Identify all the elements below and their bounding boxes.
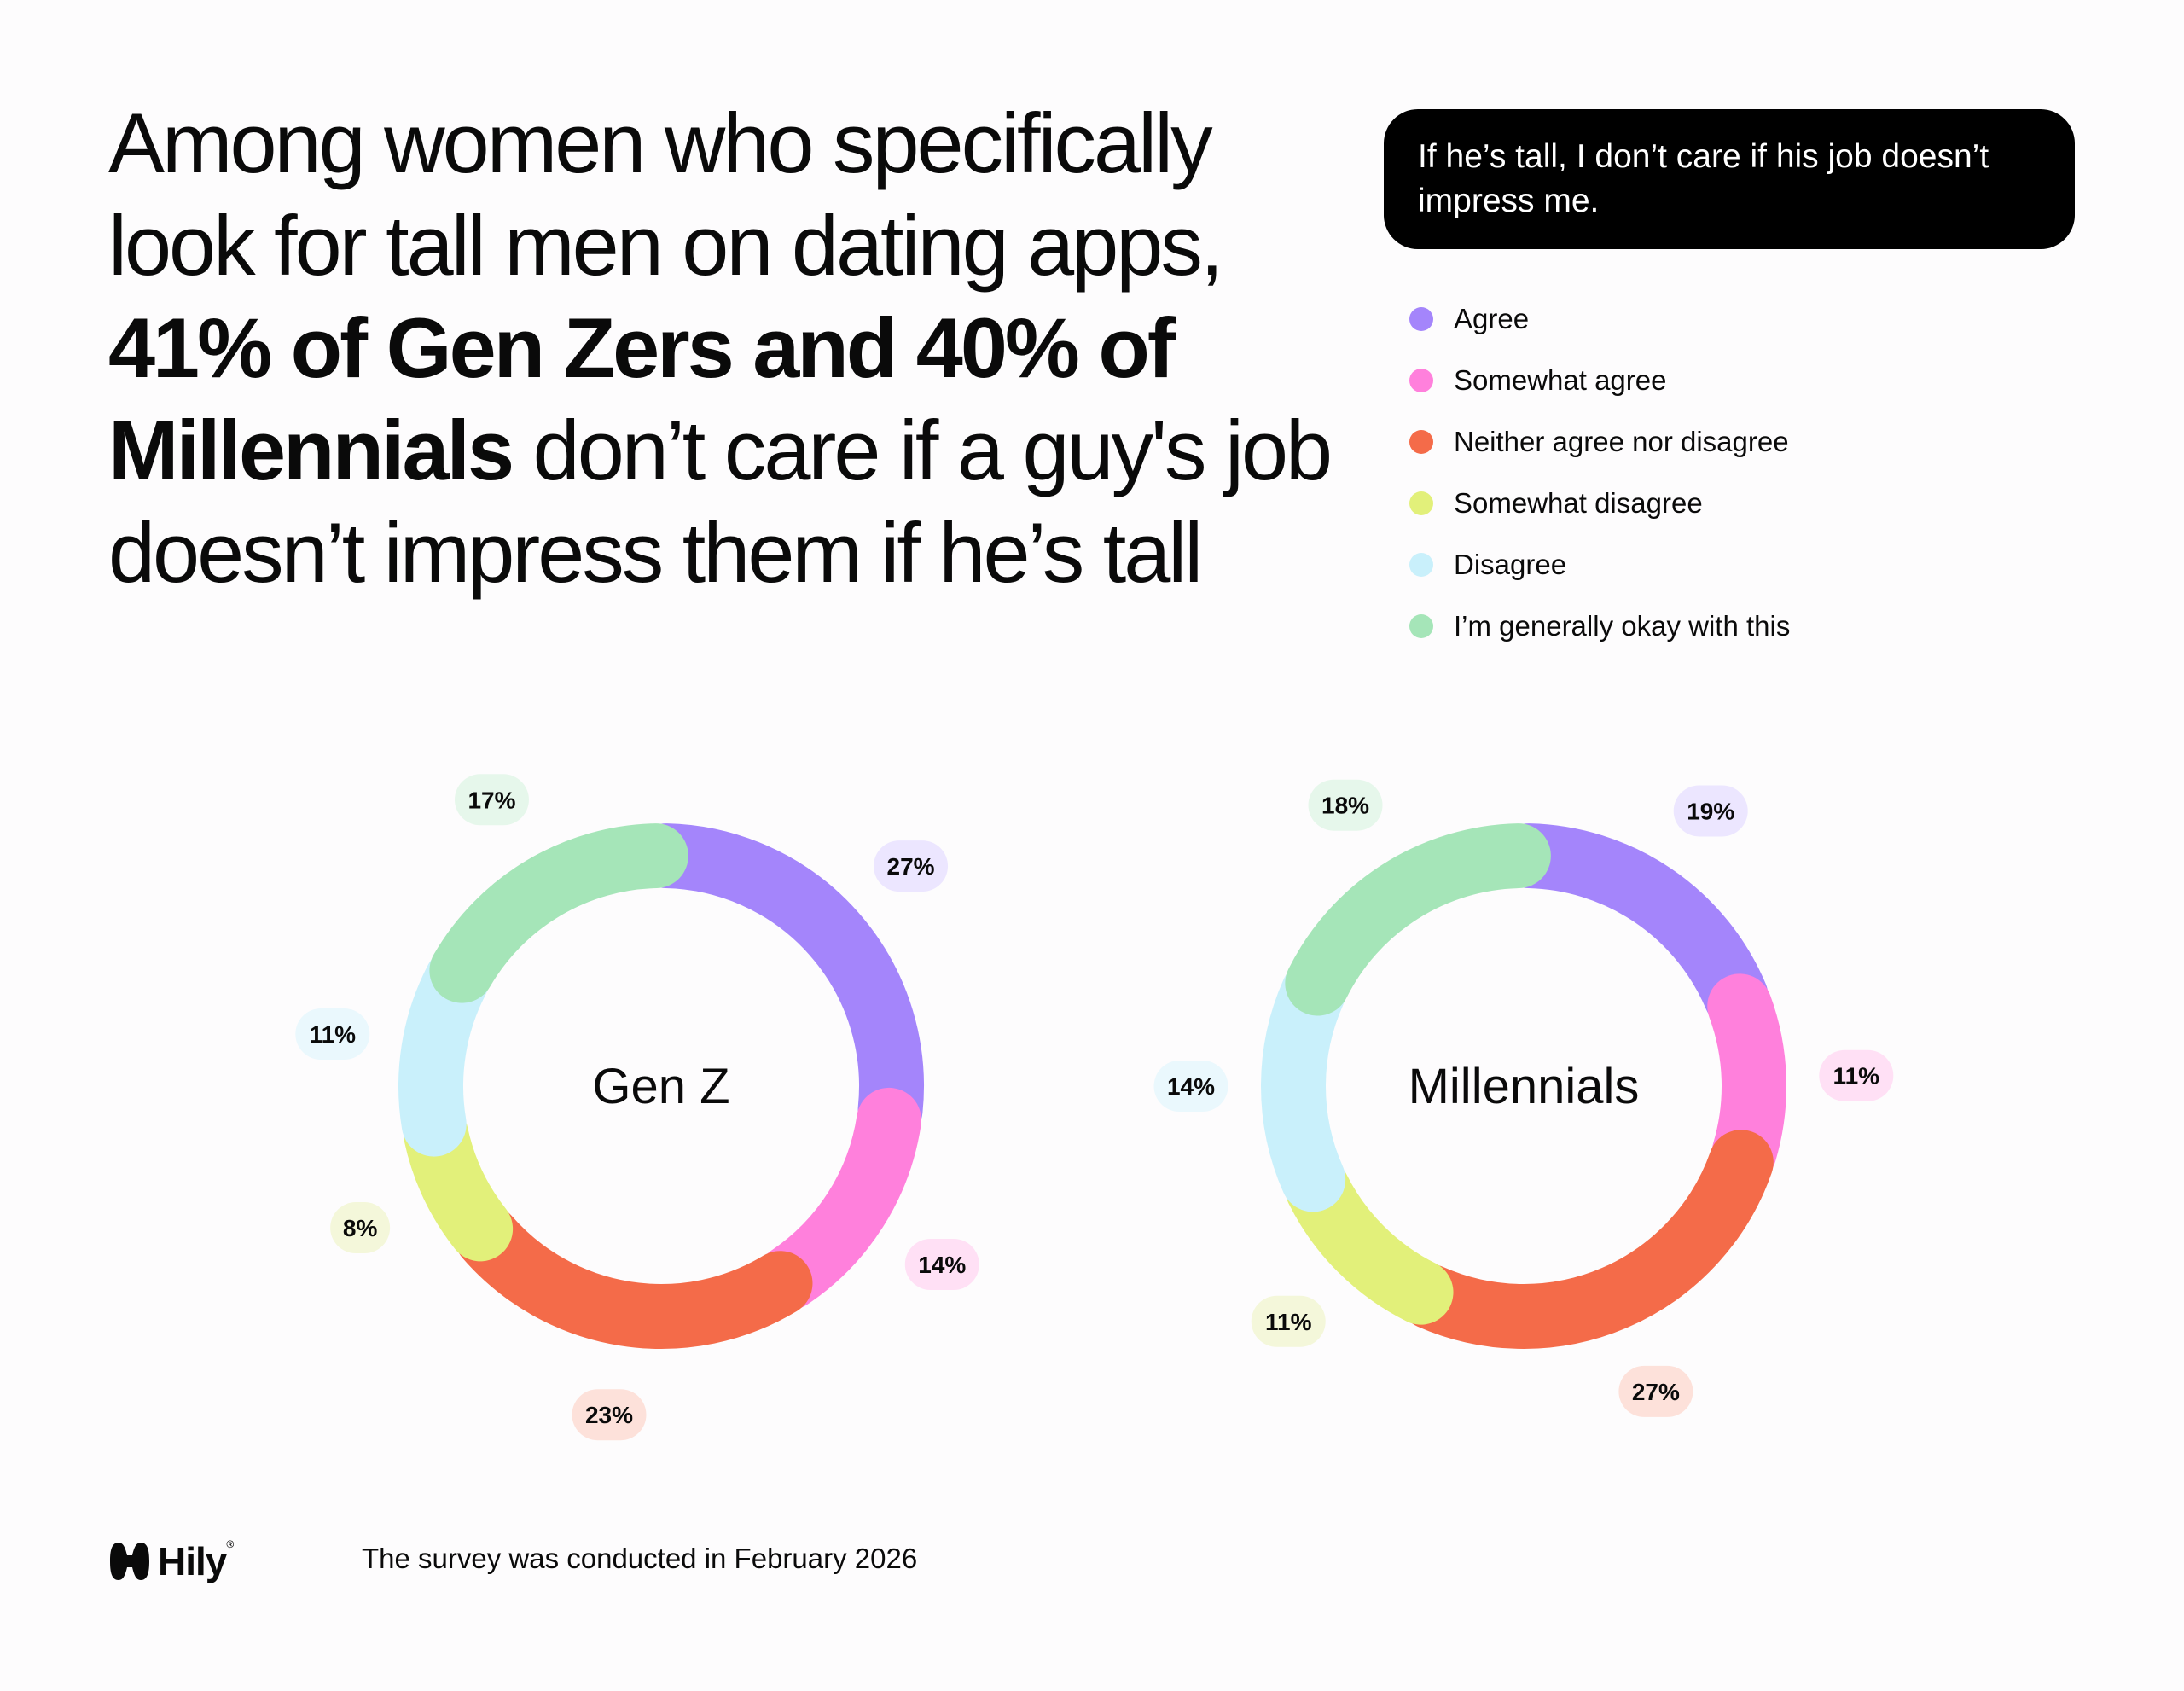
- donut-chart-0: 27% 14% 23% 8% 11% 17% Gen Z: [295, 774, 979, 1441]
- data-label: 11%: [310, 1021, 357, 1048]
- hily-logo: Hily®: [108, 1538, 234, 1584]
- legend-dot: [1409, 491, 1433, 515]
- data-label-pill: [1618, 1365, 1693, 1417]
- chart-title: Millennials: [1409, 1059, 1640, 1114]
- headline-bold: 41% of Gen Zers and 40% of Millennials: [108, 300, 1176, 497]
- data-label: 19%: [1687, 798, 1734, 824]
- donut-segment: [1261, 960, 1346, 1212]
- donut-segment: [756, 1087, 922, 1310]
- data-label-pill: [1153, 1061, 1228, 1112]
- data-label-pill: [1819, 1049, 1894, 1101]
- data-label-pill: [572, 1389, 647, 1441]
- data-label: 17%: [468, 787, 515, 813]
- legend-item-okay: I’m generally okay with this: [1409, 596, 1790, 657]
- legend-label: Neither agree nor disagree: [1454, 426, 1789, 457]
- data-label-pill: [454, 774, 529, 826]
- data-label: 23%: [585, 1402, 633, 1428]
- legend-dot: [1409, 614, 1433, 638]
- donut-segment: [1496, 823, 1769, 1029]
- data-label: 14%: [918, 1252, 966, 1278]
- legend-item-agree: Agree: [1409, 288, 1790, 350]
- data-label-pill: [1308, 779, 1383, 831]
- hily-logo-text: Hily®: [158, 1538, 234, 1583]
- donut-segment: [454, 1204, 813, 1349]
- donut-segment: [429, 823, 688, 1003]
- legend-label: Agree: [1454, 303, 1530, 334]
- data-label: 8%: [343, 1215, 378, 1241]
- headline-part-1: Among women who specifically look for ta…: [108, 96, 1223, 293]
- donut-segment: [634, 823, 924, 1142]
- legend-label: Disagree: [1454, 549, 1567, 580]
- data-label: 11%: [1265, 1309, 1312, 1335]
- data-label-pill: [1251, 1295, 1326, 1347]
- legend-item-disagree: Disagree: [1409, 534, 1790, 596]
- data-label: 14%: [1167, 1073, 1215, 1100]
- legend-dot: [1409, 369, 1433, 392]
- data-label-pill: [1673, 785, 1748, 837]
- legend-dot: [1409, 307, 1433, 331]
- data-label-pill: [330, 1202, 391, 1254]
- data-label: 11%: [1833, 1063, 1880, 1090]
- legend: Agree Somewhat agree Neither agree nor d…: [1409, 288, 1790, 657]
- legend-item-somewhat-disagree: Somewhat disagree: [1409, 473, 1790, 534]
- question-text: If he’s tall, I don’t care if his job do…: [1418, 138, 1989, 219]
- donut-segment: [1285, 823, 1551, 1016]
- question-box: If he’s tall, I don’t care if his job do…: [1384, 109, 2075, 249]
- data-label: 18%: [1321, 793, 1369, 819]
- headline: Among women who specifically look for ta…: [108, 92, 1345, 604]
- data-label-pill: [904, 1238, 979, 1290]
- legend-dot: [1409, 553, 1433, 577]
- legend-label: Somewhat disagree: [1454, 487, 1703, 519]
- legend-label: Somewhat agree: [1454, 364, 1667, 396]
- donut-chart-1: 19% 11% 27% 11% 14% 18% Millennials: [1153, 779, 1894, 1417]
- headline-part-2: don’t care if a guy's job doesn’t impres…: [108, 403, 1333, 600]
- legend-label: I’m generally okay with this: [1454, 610, 1791, 642]
- hily-logo-icon: [110, 1543, 149, 1580]
- data-label-pill: [874, 840, 949, 892]
- data-label: 27%: [1632, 1379, 1680, 1405]
- chart-title: Gen Z: [592, 1059, 729, 1114]
- donut-segment: [1397, 1130, 1774, 1349]
- legend-item-neither: Neither agree nor disagree: [1409, 411, 1790, 473]
- data-label-pill: [295, 1008, 370, 1060]
- legend-dot: [1409, 430, 1433, 454]
- survey-footnote: The survey was conducted in February 202…: [362, 1543, 918, 1574]
- legend-item-somewhat-agree: Somewhat agree: [1409, 350, 1790, 411]
- data-label: 27%: [887, 853, 935, 880]
